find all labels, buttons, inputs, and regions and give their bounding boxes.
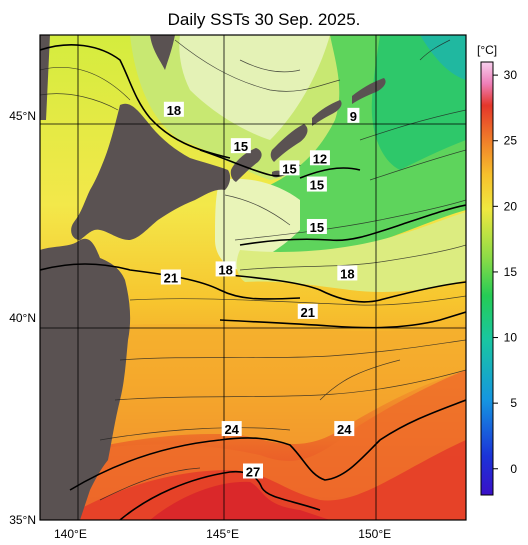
contour-label-background bbox=[221, 421, 242, 437]
contour-label: 15 bbox=[310, 220, 324, 235]
contour-label-background bbox=[215, 261, 236, 277]
contour-label-background bbox=[306, 176, 327, 192]
colorbar-tick-label: 20 bbox=[504, 199, 518, 213]
contour-label: 9 bbox=[350, 109, 357, 124]
contour-label: 12 bbox=[313, 151, 327, 166]
thin-contours bbox=[40, 39, 466, 501]
contour-label: 24 bbox=[337, 422, 352, 437]
x-axis-ticks: 140°E 145°E 150°E bbox=[54, 527, 391, 541]
contour-label: 21 bbox=[301, 305, 315, 320]
contour-label: 21 bbox=[164, 271, 178, 286]
contour-label: 15 bbox=[234, 139, 248, 154]
y-axis-ticks: 45°N 40°N 35°N bbox=[9, 109, 36, 527]
contour-label-background bbox=[309, 150, 330, 166]
y-tick-label: 45°N bbox=[9, 109, 36, 123]
map-body: 9 12 15 15 15 15 18 18 18 21 21 24 24 27 bbox=[40, 35, 466, 520]
contour-label-background bbox=[306, 218, 327, 234]
contour-label: 18 bbox=[340, 266, 354, 281]
colorbar-tick-label: 30 bbox=[504, 68, 518, 82]
colorbar-unit: [°C] bbox=[477, 43, 497, 57]
contour-label-background bbox=[243, 463, 263, 479]
colorbar-tick-label: 0 bbox=[510, 462, 517, 476]
contour-labels: 9 12 15 15 15 15 18 18 18 21 21 24 24 27 bbox=[160, 101, 360, 480]
map-frame bbox=[39, 34, 467, 521]
x-tick-label: 150°E bbox=[358, 527, 391, 541]
contour-label: 15 bbox=[282, 161, 296, 176]
contour-label: 24 bbox=[224, 422, 239, 437]
colorbar-tick-label: 25 bbox=[504, 134, 518, 148]
contour-label-background bbox=[337, 265, 358, 281]
colorbar-tick-label: 10 bbox=[504, 331, 518, 345]
colorbar-tick-label: 5 bbox=[510, 396, 517, 410]
contour-label-background bbox=[279, 160, 300, 176]
y-tick-label: 40°N bbox=[9, 311, 36, 325]
colorbar-scale bbox=[480, 61, 494, 496]
contour-label: 27 bbox=[246, 465, 260, 480]
contour-label: 18 bbox=[167, 103, 181, 118]
land-mass bbox=[40, 35, 386, 520]
map-title: Daily SSTs 30 Sep. 2025. bbox=[167, 10, 361, 29]
lat-lon-grid bbox=[40, 35, 466, 520]
colorbar-tick-label: 15 bbox=[504, 265, 518, 279]
y-tick-label: 35°N bbox=[9, 513, 36, 527]
contour-label-background bbox=[297, 303, 318, 319]
colorbar: [°C] 30 25 20 15 10 5 0 bbox=[477, 43, 517, 496]
contour-label: 18 bbox=[218, 262, 232, 277]
x-tick-label: 140°E bbox=[54, 527, 87, 541]
x-tick-label: 145°E bbox=[206, 527, 239, 541]
contour-label-background bbox=[347, 107, 360, 123]
contour-label: 15 bbox=[310, 178, 324, 193]
contour-label-background bbox=[230, 138, 251, 154]
contour-label-background bbox=[163, 101, 184, 117]
contour-label-background bbox=[160, 269, 181, 285]
contour-label-background bbox=[334, 421, 355, 437]
colorbar-ticks: 30 25 20 15 10 5 0 bbox=[493, 68, 517, 476]
